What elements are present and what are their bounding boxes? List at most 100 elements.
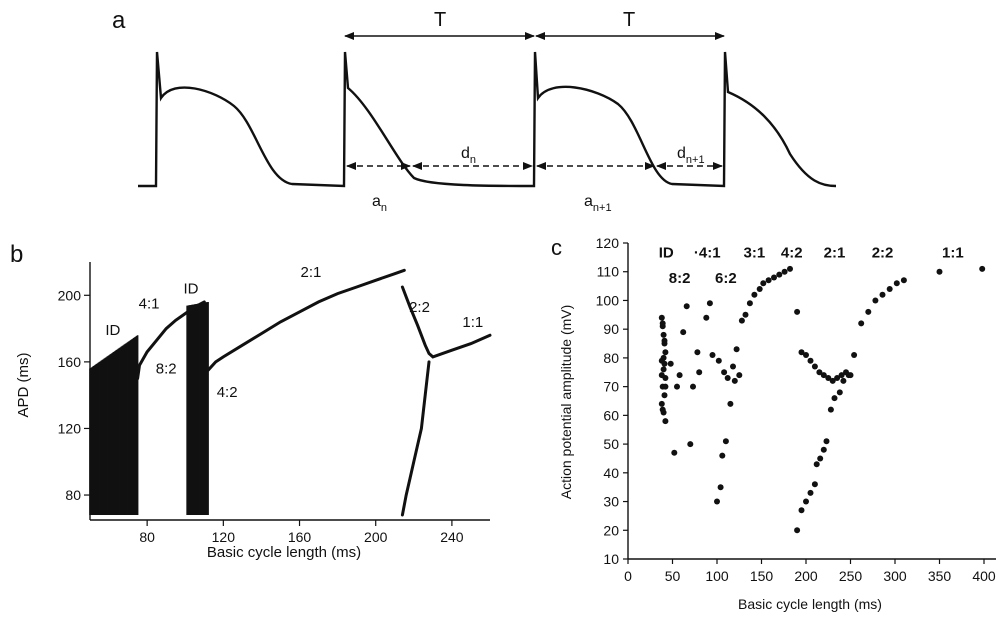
data-point (680, 329, 687, 336)
y-tick-label: 80 (603, 350, 619, 366)
data-point (690, 383, 696, 390)
data-point (886, 286, 893, 292)
regime-label: 8:2 (156, 361, 177, 378)
x-tick-label: 160 (288, 529, 312, 545)
data-point (979, 265, 986, 272)
data-point (667, 360, 674, 367)
data-point (776, 271, 783, 278)
y-ticks: 80 120 160 200 (58, 287, 90, 503)
data-point (794, 527, 801, 534)
data-point (817, 455, 824, 462)
data-point (751, 291, 758, 298)
data-point (676, 372, 683, 379)
regime-label: 4:2 (781, 244, 803, 261)
data-point (696, 369, 703, 376)
regime-label: ID (105, 322, 120, 339)
data-point (724, 375, 731, 381)
data-point (736, 372, 743, 379)
period-label-2: T (623, 9, 635, 31)
regime-label: ·4:1 (694, 244, 721, 261)
data-point (703, 314, 710, 321)
y-tick-label: 30 (603, 494, 619, 510)
x-tick-label: 120 (212, 529, 236, 545)
apd-label-n: an (372, 193, 387, 214)
data-point (825, 375, 832, 381)
y-tick-label: 60 (603, 407, 619, 423)
x-ticks: 0 50 100 150 200 250 300 350 400 (624, 559, 996, 584)
data-point (816, 369, 823, 376)
series-line (400, 285, 492, 359)
panel-c: c 0 50 100 150 200 250 300 350 400 10 20 30 40 50 60 7… (551, 235, 996, 612)
series-line (136, 300, 206, 380)
data-point (798, 349, 805, 356)
y-tick-label: 90 (603, 321, 619, 337)
data-point (730, 363, 736, 370)
data-point (807, 489, 814, 496)
data-point (660, 354, 667, 361)
data-point (836, 389, 843, 396)
y-tick-label: 100 (596, 292, 620, 308)
data-point (834, 375, 841, 381)
data-point (658, 400, 665, 407)
data-point (829, 377, 836, 384)
data-point (662, 349, 669, 356)
data-point (659, 320, 666, 327)
data-point (742, 311, 749, 318)
data-point (661, 392, 668, 399)
panel-c-label: c (551, 235, 562, 260)
y-tick-label: 20 (603, 522, 619, 538)
regime-label: 8:2 (669, 270, 691, 287)
y-tick-label: 50 (603, 436, 619, 452)
data-point (694, 349, 701, 356)
y-tick-label: 160 (58, 354, 82, 370)
data-point (662, 418, 669, 425)
data-point (733, 346, 740, 353)
y-tick-label: 70 (603, 379, 619, 395)
y-tick-label: 120 (58, 420, 82, 436)
x-tick-label: 50 (665, 568, 681, 584)
regime-label: 4:2 (217, 384, 238, 401)
x-tick-label: 250 (839, 568, 863, 584)
data-point (658, 372, 665, 379)
data-point (660, 366, 667, 373)
x-axis-label: Basic cycle length (ms) (738, 596, 882, 612)
data-point (765, 277, 772, 284)
x-ticks: 80 120 160 200 240 (139, 520, 464, 545)
x-tick-label: 300 (883, 568, 907, 584)
x-tick-label: 0 (624, 568, 632, 584)
data-point (811, 363, 818, 370)
data-point (936, 268, 943, 275)
data-point (811, 481, 818, 488)
data-point (719, 452, 726, 459)
data-point (722, 438, 729, 445)
data-point (671, 449, 678, 456)
y-ticks: 10 20 30 40 50 60 70 80 90 100 110 120 (596, 235, 628, 567)
y-tick-label: 40 (603, 465, 619, 481)
data-point (717, 484, 724, 491)
y-tick-label: 110 (597, 264, 620, 280)
data-point (706, 300, 713, 307)
data-point (843, 369, 849, 376)
x-tick-label: 240 (440, 529, 464, 545)
data-point (683, 303, 690, 310)
di-label-n: dn (461, 145, 476, 166)
data-point (781, 268, 788, 275)
data-point (738, 317, 745, 324)
series-line (400, 360, 431, 517)
data-point (674, 383, 680, 390)
regime-label: ID (659, 244, 674, 261)
y-tick-label: 200 (58, 287, 82, 303)
x-axis-label: Basic cycle length (ms) (207, 544, 361, 561)
y-axis-label: Action potential amplitude (mV) (558, 305, 574, 500)
x-tick-label: 400 (972, 568, 996, 584)
data-point (879, 291, 886, 298)
data-point (820, 372, 827, 379)
data-point (893, 280, 900, 287)
regime-label: 2:1 (824, 244, 846, 261)
regime-label: ID (183, 281, 198, 298)
regime-label: 2:1 (301, 264, 322, 281)
panel-b: b 80 120 160 200 240 80 120 160 200 ID 4:1 8:2 ID 4… (10, 241, 492, 561)
data-point (687, 441, 694, 448)
data-point (721, 369, 728, 376)
